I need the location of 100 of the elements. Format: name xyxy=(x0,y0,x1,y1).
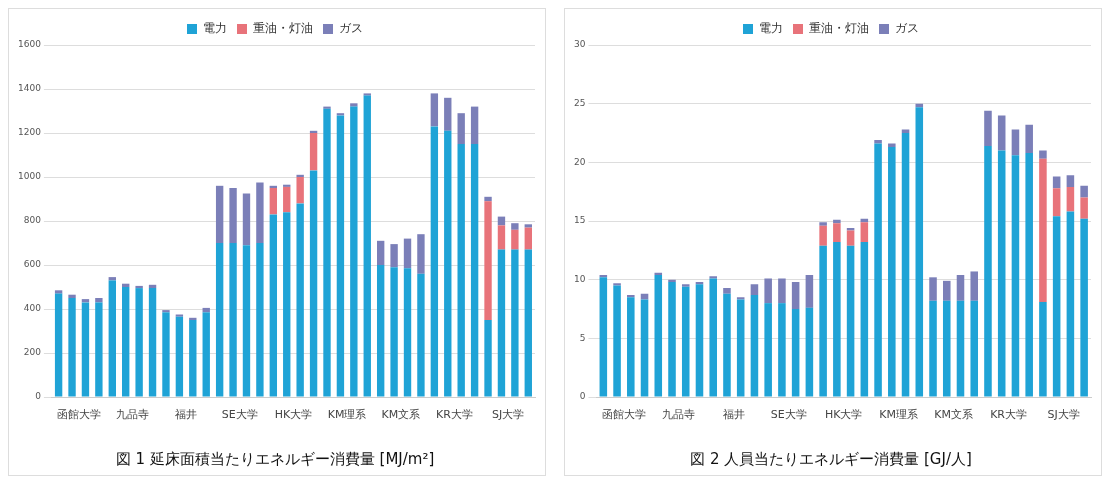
text: 九品寺 xyxy=(115,407,149,421)
bar xyxy=(709,278,717,397)
y-tick-label: 20 xyxy=(574,156,586,167)
bar xyxy=(681,284,690,287)
bar xyxy=(497,225,506,250)
text: 函館大学 xyxy=(56,407,101,421)
text: 函館大学 xyxy=(601,407,646,421)
bar xyxy=(242,193,251,246)
bar xyxy=(846,230,855,246)
bar xyxy=(640,299,649,397)
legend-label: 電力 xyxy=(203,21,227,36)
bar xyxy=(511,249,519,397)
bar xyxy=(723,287,731,294)
text: 図 2 人員当たりエネルギー消費量 [GJ/人] xyxy=(690,449,972,468)
text: 福井 xyxy=(722,407,745,421)
bar xyxy=(256,182,264,243)
bar xyxy=(390,244,398,268)
bar xyxy=(390,267,398,397)
bar xyxy=(681,286,690,397)
bar xyxy=(403,238,412,269)
legend-label: 電力 xyxy=(759,21,783,36)
y-tick-label: 30 xyxy=(574,39,586,50)
bar xyxy=(1025,124,1033,153)
bar xyxy=(363,93,371,96)
bar xyxy=(668,282,676,397)
bar xyxy=(376,240,385,265)
bar xyxy=(627,297,635,397)
bar xyxy=(819,225,827,246)
bar xyxy=(1080,218,1088,397)
bar xyxy=(997,115,1006,151)
bar xyxy=(323,106,331,109)
bar xyxy=(791,309,800,397)
bar xyxy=(470,144,479,397)
bar xyxy=(269,188,278,215)
text: KM理系 xyxy=(879,407,919,421)
bar xyxy=(764,278,772,304)
y-tick-label: 400 xyxy=(23,303,42,314)
bar xyxy=(942,280,951,301)
bar xyxy=(135,285,143,289)
bar xyxy=(444,97,452,131)
bar xyxy=(511,229,519,250)
bar xyxy=(309,133,318,171)
bar xyxy=(68,294,76,298)
y-tick-label: 600 xyxy=(23,259,42,270)
bar xyxy=(778,278,786,304)
bar xyxy=(511,223,519,230)
bar xyxy=(417,234,425,274)
bar xyxy=(524,249,532,397)
bar xyxy=(283,212,291,397)
bar xyxy=(860,242,869,397)
text: 福井 xyxy=(175,407,198,421)
bar xyxy=(901,133,910,397)
bar xyxy=(1066,175,1075,187)
bar xyxy=(148,288,157,397)
bar xyxy=(68,298,76,397)
bar xyxy=(695,284,704,397)
bar xyxy=(1025,152,1033,397)
bar xyxy=(750,284,759,295)
bar xyxy=(901,129,910,133)
bar xyxy=(256,243,264,397)
y-tick-label: 0 xyxy=(579,391,586,402)
bar xyxy=(108,280,116,397)
bar xyxy=(778,303,786,397)
text: HK大学 xyxy=(274,407,313,421)
bar xyxy=(997,150,1006,397)
bar xyxy=(162,310,170,313)
text: 図 1 延床面積当たりエネルギー消費量 [MJ/m²] xyxy=(115,449,435,468)
bar xyxy=(135,288,143,397)
bar xyxy=(457,144,465,397)
bar xyxy=(81,302,90,397)
bar xyxy=(736,297,745,300)
y-tick-label: 1600 xyxy=(18,39,42,50)
bar xyxy=(95,298,103,303)
text: KM理系 xyxy=(327,407,367,421)
bar xyxy=(54,293,63,397)
bar xyxy=(1066,211,1075,397)
bar xyxy=(524,224,532,228)
legend-label: ガス xyxy=(895,21,919,36)
bar xyxy=(336,115,345,397)
bar xyxy=(1052,216,1061,397)
bar xyxy=(1052,188,1061,217)
bar xyxy=(323,108,331,397)
bar xyxy=(484,201,492,320)
bar xyxy=(1080,185,1088,198)
y-tick-label: 800 xyxy=(23,215,42,226)
bar xyxy=(309,170,318,397)
bar xyxy=(417,273,425,397)
bar xyxy=(189,320,197,397)
bar xyxy=(819,222,827,226)
bar xyxy=(613,285,621,397)
text: SJ大学 xyxy=(492,407,525,421)
bar xyxy=(296,203,304,397)
text: KM文系 xyxy=(934,407,973,421)
text: 九品寺 xyxy=(662,407,696,421)
bar xyxy=(805,307,814,397)
bar xyxy=(1039,301,1047,397)
bar xyxy=(1039,158,1047,302)
text: KR大学 xyxy=(436,407,473,421)
y-tick-label: 200 xyxy=(23,347,42,358)
bar xyxy=(202,312,210,397)
